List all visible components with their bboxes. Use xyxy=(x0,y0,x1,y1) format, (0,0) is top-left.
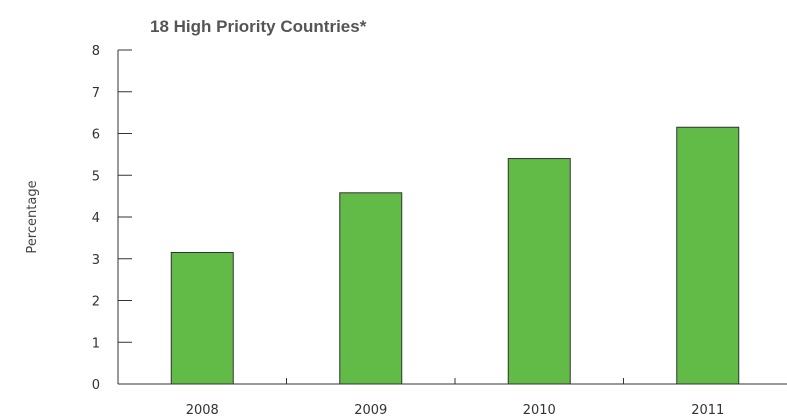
y-tick-label: 4 xyxy=(92,211,100,226)
x-tick-label: 2009 xyxy=(354,403,387,418)
y-tick-label: 2 xyxy=(92,295,100,310)
y-tick-label: 7 xyxy=(92,86,100,101)
y-axis: 0 1 2 3 4 5 6 7 8 xyxy=(92,44,132,393)
bar-2008 xyxy=(170,251,234,385)
y-axis-label: Percentage xyxy=(25,180,40,253)
bar-2009 xyxy=(339,192,403,385)
bar-2011 xyxy=(676,126,740,385)
y-tick-label: 5 xyxy=(92,169,100,184)
x-tick-label: 2010 xyxy=(523,403,556,418)
y-tick-label: 6 xyxy=(92,128,100,143)
bars xyxy=(170,126,740,385)
y-tick-label: 3 xyxy=(92,253,100,268)
chart-title: 18 High Priority Countries* xyxy=(150,17,367,36)
y-tick-label: 1 xyxy=(92,336,100,351)
x-tick-label: 2011 xyxy=(691,403,724,418)
x-tick-label: 2008 xyxy=(186,403,219,418)
bar-2010 xyxy=(507,158,571,385)
y-tick-label: 0 xyxy=(92,378,100,393)
y-tick-label: 8 xyxy=(92,44,100,59)
